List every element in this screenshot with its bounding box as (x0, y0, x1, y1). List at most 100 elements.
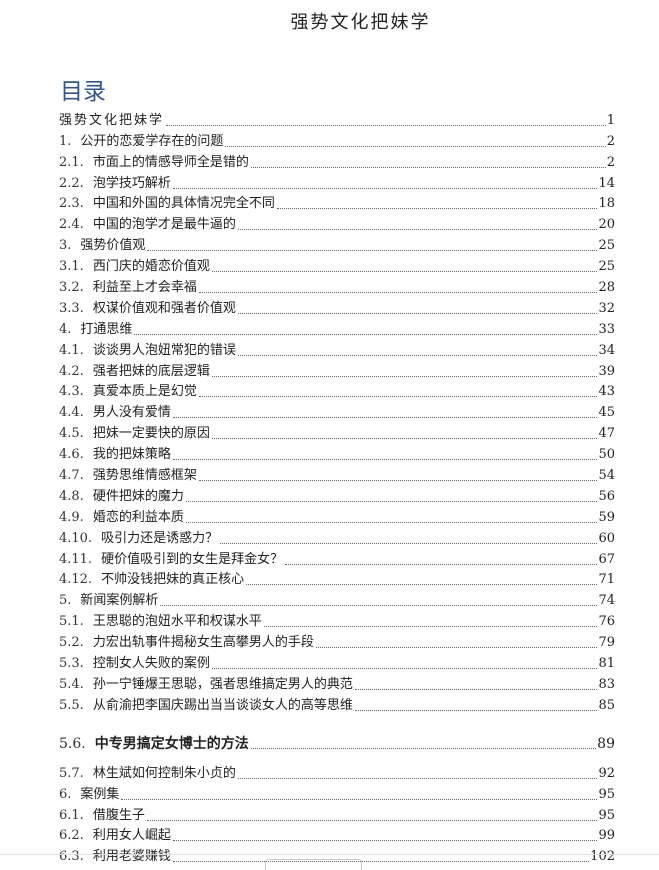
dot-leader (250, 166, 606, 168)
toc-entry[interactable]: 4.5. 把妹一定要快的原因 47 (59, 421, 615, 442)
toc-entry-page: 14 (598, 175, 615, 191)
toc-entry-number: 5.4. (59, 676, 84, 692)
toc-entry[interactable]: 4. 打通思维 33 (59, 317, 615, 338)
toc-entry-page: 28 (598, 280, 615, 296)
toc-entry[interactable]: 3.1. 西门庆的婚恋价值观 25 (59, 254, 615, 275)
toc-entry-page: 89 (597, 735, 615, 752)
toc-entry-page: 85 (598, 697, 615, 713)
toc-entry-label: 强者把妹的底层逻辑 (92, 363, 210, 379)
toc-entry[interactable]: 5.6. 中专男搞定女博士的方法 89 (59, 722, 615, 752)
toc-entry-page: 33 (598, 321, 615, 337)
toc-entry-number: 5. (59, 593, 72, 609)
toc-entry[interactable]: 5.1. 王思聪的泡妞水平和权谋水平 76 (59, 609, 615, 630)
toc-entry-page: 50 (598, 447, 615, 463)
toc-entry-number: 4.2. (59, 363, 84, 379)
toc-entry[interactable]: 4.12. 不帅没钱把妹的真正核心 71 (59, 568, 615, 589)
toc-entry-page: 25 (598, 238, 615, 254)
dot-leader (172, 459, 598, 461)
toc-entry[interactable]: 3. 强势价值观 25 (59, 233, 615, 254)
toc-entry[interactable]: 6.1. 借腹生子 95 (59, 803, 615, 824)
toc-entry[interactable]: 6.2. 利用女人崛起 99 (59, 824, 615, 845)
toc-entry[interactable]: 4.10. 吸引力还是诱惑力？ 60 (59, 526, 615, 547)
dot-leader (160, 605, 598, 607)
page-indicator[interactable] (265, 859, 362, 870)
toc-entry-page: 34 (598, 342, 615, 358)
toc-entry-label: 借腹生子 (92, 807, 145, 823)
toc-entry-number: 5.1. (59, 614, 84, 630)
toc-entry[interactable]: 2.2. 泡学技巧解析 14 (59, 171, 615, 192)
toc-entry-number: 6. (59, 786, 72, 802)
toc-entry-label: 强势文化把妹学 (59, 112, 165, 128)
toc-entry[interactable]: 6. 案例集 95 (59, 782, 615, 803)
toc-entry[interactable]: 5.2. 力宏出轨事件揭秘女生高攀男人的手段 79 (59, 630, 615, 651)
toc-entry-label: 不帅没钱把妹的真正核心 (101, 572, 245, 588)
toc-entry[interactable]: 5.4. 孙一宁锤爆王思聪，强者思维搞定男人的典范 83 (59, 672, 615, 693)
dot-leader (354, 688, 598, 690)
toc-entry-number: 6.3. (59, 849, 84, 865)
toc-entry-number: 2.2. (59, 175, 84, 191)
dot-leader (237, 312, 598, 314)
toc-entry-page: 95 (598, 786, 615, 802)
dot-leader (276, 208, 598, 210)
toc-entry-label: 市面上的情感导师全是错的 (92, 154, 249, 170)
toc-entry[interactable]: 4.1. 谈谈男人泡妞常犯的错误 34 (59, 338, 615, 359)
toc-entry-number: 4.12. (59, 572, 93, 588)
toc-entry-number: 5.2. (59, 635, 84, 651)
toc-entry-label: 王思聪的泡妞水平和权谋水平 (92, 614, 262, 630)
dot-leader (172, 840, 598, 842)
toc-entry-label: 中国和外国的具体情况完全不同 (92, 196, 275, 212)
toc-entry-number: 5.5. (59, 697, 84, 713)
toc-entry[interactable]: 5.7. 林生斌如何控制朱小贞的 92 (59, 761, 615, 782)
toc-entry-page: 81 (598, 656, 615, 672)
toc-entry-number: 3.3. (59, 300, 84, 316)
toc-entry[interactable]: 2.4. 中国的泡学才是最牛逼的 20 (59, 212, 615, 233)
toc-entry-page: 71 (598, 572, 615, 588)
toc-entry[interactable]: 4.6. 我的把妹策略 50 (59, 442, 615, 463)
toc-entry[interactable]: 5. 新闻案例解析 74 (59, 588, 615, 609)
dot-leader (146, 819, 598, 821)
toc-entry-label: 男人没有爱情 (92, 405, 171, 421)
toc-entry[interactable]: 3.3. 权谋价值观和强者价值观 32 (59, 296, 615, 317)
toc-entry[interactable]: 5.3. 控制女人失败的案例 81 (59, 651, 615, 672)
toc-entry[interactable]: 6.3. 利用老婆赚钱 102 (59, 844, 615, 865)
toc-entry-page: 102 (590, 849, 615, 865)
toc-entry-page: 54 (598, 468, 615, 484)
toc-entry[interactable]: 4.11. 硬价值吸引到的女生是拜金女？ 67 (59, 547, 615, 568)
toc-entry[interactable]: 4.2. 强者把妹的底层逻辑 39 (59, 359, 615, 380)
toc-entry-page: 39 (598, 363, 615, 379)
dot-leader (246, 584, 598, 586)
toc-entry-number: 5.3. (59, 656, 84, 672)
toc-entry[interactable]: 1. 公开的恋爱学存在的问题 2 (59, 129, 615, 150)
toc-entry-label: 真爱本质上是幻觉 (92, 384, 197, 400)
dot-leader (198, 292, 598, 294)
toc-entry[interactable]: 2.3. 中国和外国的具体情况完全不同 18 (59, 192, 615, 213)
toc-entry-label: 孙一宁锤爆王思聪，强者思维搞定男人的典范 (92, 676, 353, 692)
toc-entry-page: 45 (598, 405, 615, 421)
toc-entry[interactable]: 4.9. 婚恋的利益本质 59 (59, 505, 615, 526)
toc-entry[interactable]: 2.1. 市面上的情感导师全是错的 2 (59, 150, 615, 171)
dot-leader (211, 438, 598, 440)
toc-entry-page: 2 (606, 154, 615, 170)
dot-leader (263, 626, 598, 628)
dot-leader (185, 521, 598, 523)
toc-entry-page: 99 (598, 828, 615, 844)
toc-entry-number: 4.8. (59, 488, 84, 504)
toc-entry[interactable]: 4.7. 强势思维情感框架 54 (59, 463, 615, 484)
toc-heading: 目录 (60, 79, 106, 105)
toc-entry-page: 74 (598, 593, 615, 609)
toc-entry[interactable]: 4.3. 真爱本质上是幻觉 43 (59, 380, 615, 401)
toc-entry-label: 谈谈男人泡妞常犯的错误 (92, 342, 236, 358)
toc-entry-number: 4. (59, 321, 72, 337)
toc-entry[interactable]: 3.2. 利益至上才会幸福 28 (59, 275, 615, 296)
toc-entry[interactable]: 5.5. 从俞渝把李国庆踢出当当谈谈女人的高等思维 85 (59, 693, 615, 714)
toc-entry-label: 硬价值吸引到的女生是拜金女？ (101, 551, 284, 567)
toc-entry-label: 婚恋的利益本质 (92, 509, 184, 525)
toc-entry[interactable]: 4.8. 硬件把妹的魔力 56 (59, 484, 615, 505)
toc-entry-number: 4.6. (59, 447, 84, 463)
toc-entry-page: 76 (598, 614, 615, 630)
toc-entry[interactable]: 4.4. 男人没有爱情 45 (59, 400, 615, 421)
toc-entry[interactable]: 强势文化把妹学 1 (59, 108, 615, 129)
dot-leader (198, 396, 598, 398)
dot-leader (315, 647, 598, 649)
toc-entry-label: 中国的泡学才是最牛逼的 (92, 217, 236, 233)
